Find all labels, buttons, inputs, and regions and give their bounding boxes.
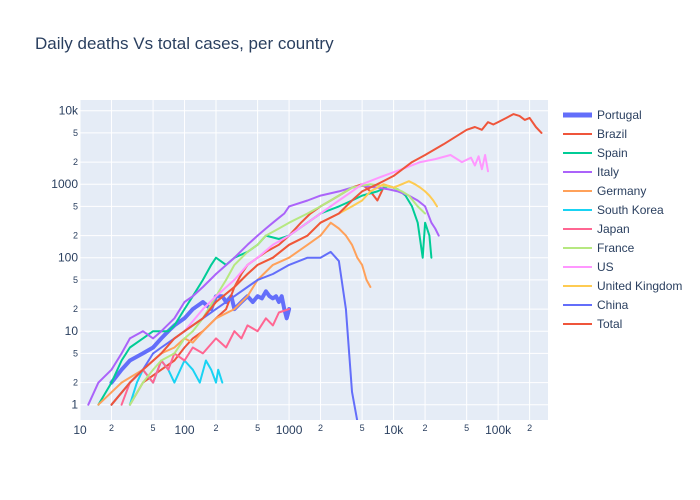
legend[interactable]: Portugal Brazil Spain Italy Germany South Kor… [563, 108, 682, 331]
x-tick-label: 1000 [276, 423, 303, 437]
x-tick-label: 2 [213, 423, 218, 433]
y-tick-label: 5 [73, 275, 78, 285]
legend-item[interactable]: Total [563, 317, 622, 331]
chart-title: Daily deaths Vs total cases, per country [35, 34, 334, 53]
legend-item[interactable]: Spain [563, 146, 628, 160]
x-tick-label: 2 [109, 423, 114, 433]
legend-item[interactable]: China [563, 298, 629, 312]
legend-item[interactable]: Japan [563, 222, 630, 236]
y-axis-ticks: 1 2 5 10 2 5 100 2 5 1000 2 5 10k [51, 104, 79, 412]
series-line-japan [120, 308, 291, 406]
x-tick-label: 10k [384, 423, 404, 437]
legend-item[interactable]: United Kingdom [563, 279, 682, 293]
legend-label: Brazil [597, 127, 627, 141]
legend-label: Italy [597, 165, 619, 179]
x-tick-label: 5 [151, 423, 156, 433]
x-tick-label: 5 [360, 423, 365, 433]
legend-item[interactable]: Brazil [563, 127, 627, 141]
y-tick-label: 5 [73, 128, 78, 138]
legend-label: South Korea [597, 203, 664, 217]
y-tick-label: 2 [73, 157, 78, 167]
legend-label: United Kingdom [597, 279, 682, 293]
series-line-italy [87, 184, 440, 406]
x-tick-label: 2 [423, 423, 428, 433]
legend-item[interactable]: US [563, 260, 614, 274]
legend-label: US [597, 260, 614, 274]
legend-label: France [597, 241, 635, 255]
legend-label: China [597, 298, 629, 312]
legend-label: Japan [597, 222, 630, 236]
series-lines [87, 113, 543, 420]
series-line-germany [97, 221, 372, 406]
y-tick-label: 1000 [51, 177, 78, 191]
x-tick-label: 100 [175, 423, 195, 437]
y-tick-label: 2 [73, 231, 78, 241]
y-tick-label: 100 [58, 251, 78, 265]
x-tick-label: 100k [485, 423, 512, 437]
series-line-china [110, 250, 359, 420]
x-tick-label: 10 [73, 423, 87, 437]
legend-item[interactable]: Portugal [563, 108, 642, 122]
legend-label: Total [597, 317, 622, 331]
y-tick-label: 5 [73, 348, 78, 358]
x-axis-ticks: 10 2 5 100 2 5 1000 2 5 10k 2 5 100k 2 [73, 423, 532, 437]
series-line-total [110, 113, 543, 406]
y-tick-label: 10k [59, 104, 79, 118]
legend-item[interactable]: Germany [563, 184, 646, 198]
x-tick-label: 2 [318, 423, 323, 433]
series-line-us [128, 154, 489, 384]
y-tick-label: 2 [73, 304, 78, 314]
legend-item[interactable]: South Korea [563, 203, 664, 217]
x-tick-label: 2 [527, 423, 532, 433]
legend-item[interactable]: France [563, 241, 635, 255]
y-tick-label: 1 [71, 398, 78, 412]
legend-label: Portugal [597, 108, 642, 122]
y-tick-label: 2 [73, 378, 78, 388]
grid-lines [79, 100, 548, 420]
legend-label: Spain [597, 146, 628, 160]
y-tick-label: 5 [73, 201, 78, 211]
y-tick-label: 10 [65, 324, 79, 338]
x-tick-label: 5 [255, 423, 260, 433]
legend-label: Germany [597, 184, 646, 198]
legend-item[interactable]: Italy [563, 165, 619, 179]
x-tick-label: 5 [464, 423, 469, 433]
